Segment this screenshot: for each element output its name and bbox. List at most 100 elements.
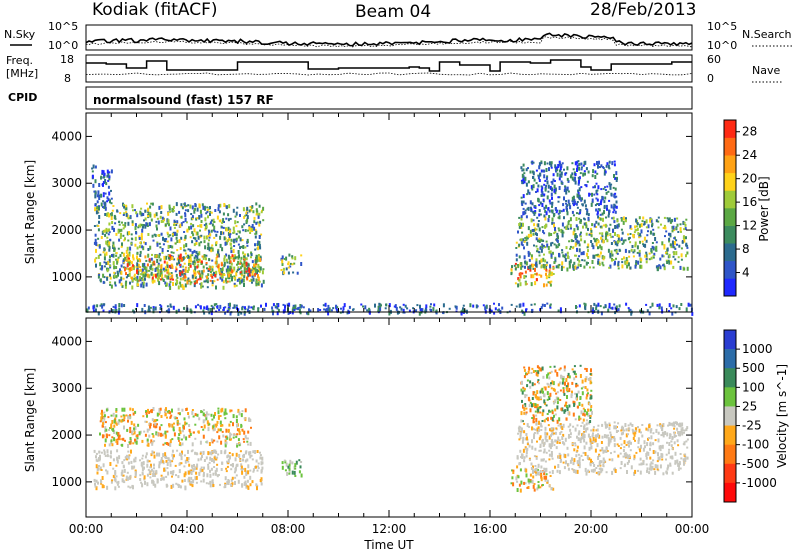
velocity-cell	[582, 435, 584, 440]
power-cell	[148, 274, 151, 279]
power-cell	[218, 210, 221, 214]
velocity-cell	[637, 440, 640, 444]
power-cell	[530, 161, 533, 164]
power-cell	[122, 266, 125, 269]
velocity-cell	[571, 381, 574, 385]
power-cell	[520, 265, 523, 270]
velocity-cell	[548, 376, 551, 380]
velocity-cell	[121, 438, 124, 441]
velocity-cell	[154, 422, 157, 426]
velocity-cell	[669, 433, 672, 436]
velocity-cell	[585, 396, 588, 400]
power-cell	[144, 271, 147, 275]
power-cell	[144, 224, 147, 229]
power-cell	[108, 258, 111, 263]
velocity-cell	[619, 447, 622, 450]
velocity-cell	[169, 439, 172, 444]
power-cell	[540, 274, 543, 278]
velocity-cell	[634, 469, 637, 474]
velocity-cell	[664, 431, 667, 435]
power-cell	[342, 306, 345, 311]
power-cell	[526, 193, 529, 196]
velocity-cell	[167, 471, 170, 476]
velocity-cell	[679, 431, 682, 434]
power-cell	[189, 258, 192, 261]
velocity-cell	[252, 468, 255, 472]
velocity-cell	[578, 415, 581, 420]
power-cell	[131, 220, 134, 224]
velocity-cell	[548, 471, 551, 474]
power-cell	[130, 242, 133, 245]
power-cell	[99, 253, 102, 256]
power-cell	[675, 227, 678, 230]
power-cell	[184, 283, 187, 288]
power-cell	[233, 277, 236, 280]
velocity-cell	[676, 427, 679, 431]
velocity-cell	[563, 392, 566, 396]
power-colorbar-step	[724, 278, 736, 297]
velocity-cell	[597, 471, 600, 476]
velocity-cell	[145, 452, 148, 456]
power-cell	[384, 307, 387, 310]
velocity-cell	[588, 457, 591, 461]
power-cell	[533, 223, 536, 227]
power-cell	[206, 286, 209, 289]
velocity-cell	[632, 430, 635, 434]
power-cell	[262, 206, 265, 211]
power-cell	[166, 231, 169, 234]
velocity-cell	[628, 454, 631, 459]
velocity-cell	[606, 450, 609, 452]
velocity-cell	[533, 488, 536, 492]
velocity-cell	[121, 418, 124, 422]
power-cell	[592, 169, 595, 174]
power-cell	[240, 262, 243, 265]
power-cell	[522, 207, 525, 210]
velocity-cell	[670, 422, 673, 426]
power-cell	[95, 308, 97, 313]
velocity-cell	[103, 416, 106, 421]
power-cell	[614, 225, 617, 229]
power-cell	[659, 257, 662, 261]
velocity-cell	[221, 424, 224, 427]
power-cell	[577, 182, 580, 186]
power-cell	[663, 216, 666, 219]
power-cell	[92, 183, 95, 188]
power-cell	[168, 256, 170, 260]
velocity-cell	[241, 410, 244, 413]
power-cell	[603, 200, 606, 204]
velocity-cell	[234, 476, 237, 479]
power-cell	[364, 305, 367, 310]
velocity-cell	[526, 373, 529, 376]
velocity-cell	[529, 401, 532, 404]
time-tick-label: 00:00	[675, 522, 710, 536]
power-cell	[105, 182, 108, 186]
power-cell	[217, 250, 219, 255]
velocity-cell	[541, 439, 544, 442]
power-cell	[604, 189, 607, 191]
power-cell	[540, 258, 543, 263]
power-cell	[663, 244, 666, 247]
velocity-cell	[535, 456, 538, 460]
velocity-cell	[527, 396, 530, 401]
power-cell	[209, 279, 212, 282]
power-cell	[132, 209, 134, 212]
power-cell	[111, 254, 113, 257]
velocity-cell	[531, 417, 534, 419]
velocity-cell	[108, 434, 111, 437]
power-cell	[324, 302, 327, 307]
power-cell	[520, 238, 523, 241]
velocity-cell	[649, 456, 652, 460]
power-cell	[604, 304, 607, 308]
power-cell	[166, 264, 169, 269]
power-cell	[98, 273, 101, 276]
velocity-cell	[571, 442, 574, 445]
power-cell	[515, 258, 518, 262]
power-cell	[223, 255, 226, 259]
power-cell	[554, 187, 557, 192]
velocity-cell	[652, 432, 655, 435]
power-cell	[517, 230, 519, 234]
power-cell	[393, 305, 396, 308]
velocity-cell	[523, 407, 526, 412]
power-cell	[291, 311, 294, 315]
power-cell	[120, 276, 123, 281]
